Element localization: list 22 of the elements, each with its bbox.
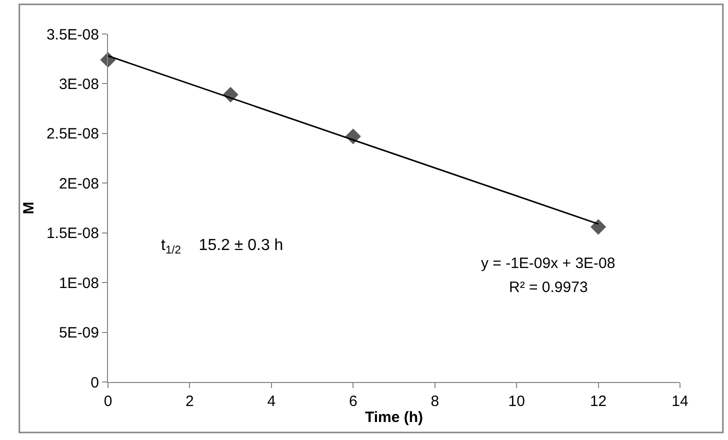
annotation: y = -1E-09x + 3E-08 <box>481 255 616 272</box>
point <box>590 219 606 235</box>
y-tick-label: 5E-09 <box>58 324 99 342</box>
y-tick-label: 0 <box>90 374 99 392</box>
x-tick-label: 12 <box>590 393 607 410</box>
y-axis-title: M <box>20 202 38 214</box>
x-tick-label: 10 <box>508 393 525 410</box>
x-tick-label: 6 <box>348 393 358 410</box>
x-axis-title: Time (h) <box>364 409 424 426</box>
x-tick-label: 0 <box>104 393 112 410</box>
x-tick-label: 8 <box>430 393 440 410</box>
x-tick-label: 14 <box>672 393 688 410</box>
x-tick-label: 2 <box>186 393 194 410</box>
y-tick-label: 2.5E-08 <box>46 126 99 143</box>
y-tick-label: 3.5E-08 <box>46 26 99 44</box>
x-tick-label: 4 <box>267 393 276 410</box>
annotation: R² = 0.9973 <box>509 279 588 296</box>
text: t$_{1/2}$ 15.2 ± 0.3 h <box>161 237 284 256</box>
y-tick-label: 3E-08 <box>58 76 99 93</box>
y-tick-label: 1.5E-08 <box>46 225 99 242</box>
y-tick-label: 1E-08 <box>58 274 99 292</box>
y-tick-label: 2E-08 <box>58 175 99 192</box>
